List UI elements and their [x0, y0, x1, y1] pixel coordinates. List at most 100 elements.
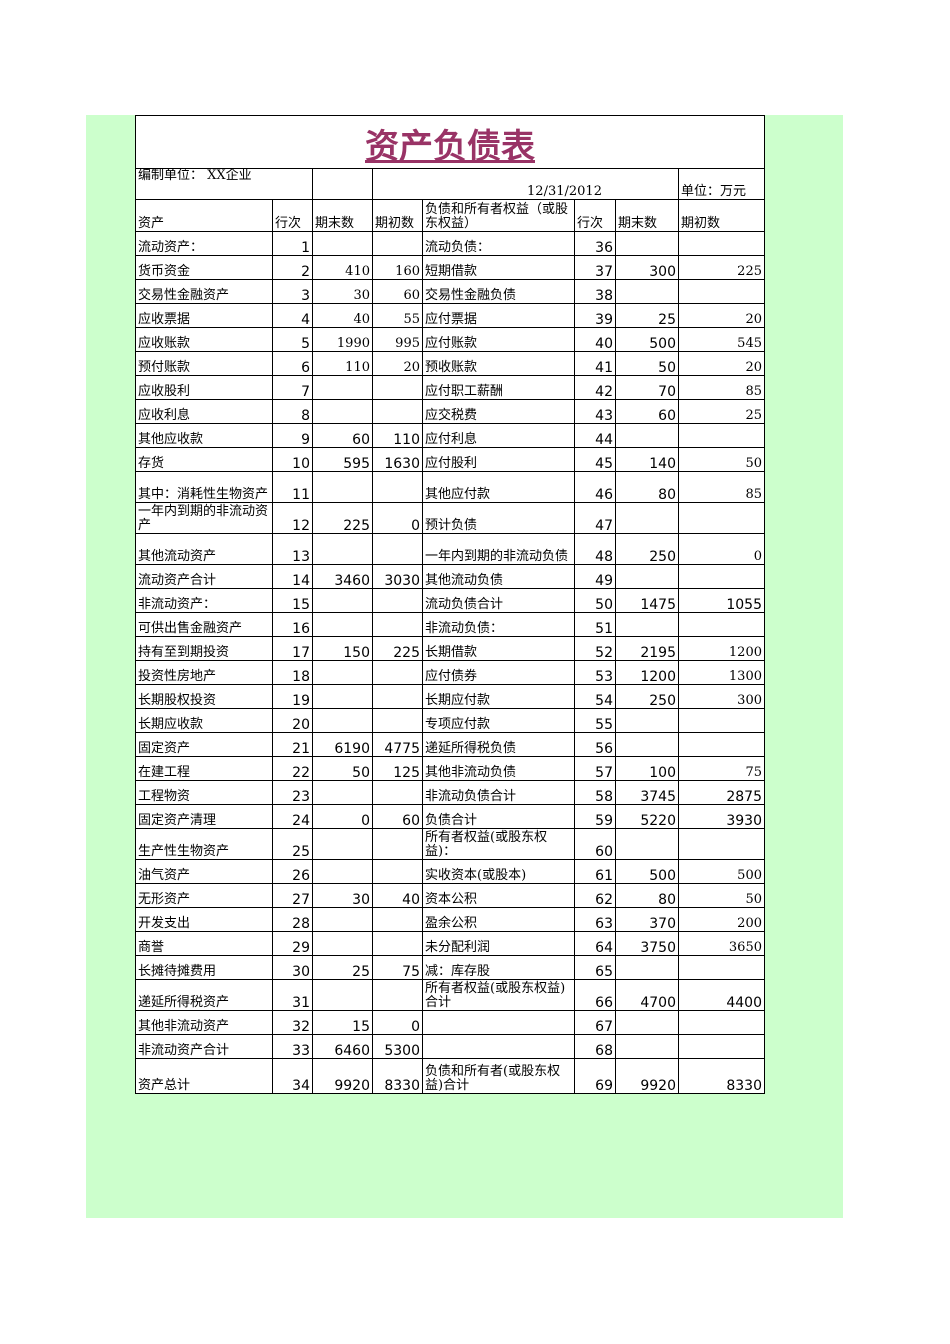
- asset-end-balance: 30: [312, 279, 373, 304]
- asset-begin-balance: [372, 828, 423, 860]
- asset-header: 资产: [135, 199, 273, 232]
- asset-name: 流动资产合计: [135, 564, 273, 589]
- asset-end-balance: 50: [312, 756, 373, 781]
- asset-row-no: 10: [272, 447, 313, 472]
- asset-begin-balance: 0: [372, 502, 423, 534]
- liability-end-balance: [615, 732, 679, 757]
- asset-end-balance: [312, 859, 373, 884]
- liability-row-no: 59: [574, 804, 616, 829]
- table-row: 可供出售金融资产 16 非流动负债： 51: [135, 612, 765, 637]
- asset-begin-balance: 0: [372, 1010, 423, 1035]
- asset-row-no: 30: [272, 955, 313, 980]
- asset-begin-balance: [372, 588, 423, 613]
- asset-begin-balance: 55: [372, 303, 423, 328]
- liability-begin-balance: 8330: [678, 1058, 765, 1094]
- liability-row-no: 39: [574, 303, 616, 328]
- asset-end-balance: 410: [312, 255, 373, 280]
- liability-row-no: 66: [574, 979, 616, 1011]
- asset-end-balance: [312, 931, 373, 956]
- liability-row-no: 41: [574, 351, 616, 376]
- liability-row-no: 46: [574, 471, 616, 503]
- asset-name: 交易性金融资产: [135, 279, 273, 304]
- liability-row-no: 61: [574, 859, 616, 884]
- liability-end-balance: [615, 423, 679, 448]
- table-row: 资产总计 34 9920 8330 负债和所有者(或股东权益)合计 69 9920 8330: [135, 1058, 765, 1094]
- asset-name: 持有至到期投资: [135, 636, 273, 661]
- liability-end-balance: [615, 955, 679, 980]
- liability-row-no: 43: [574, 399, 616, 424]
- liability-row-no: 52: [574, 636, 616, 661]
- liability-name: 预收账款: [422, 351, 575, 376]
- asset-end-balance: 1990: [312, 327, 373, 352]
- asset-end-balance: [312, 375, 373, 400]
- asset-begin-balance: 995: [372, 327, 423, 352]
- table-row: 非流动资产合计 33 6460 5300 68: [135, 1034, 765, 1059]
- liability-row-no: 58: [574, 780, 616, 805]
- asset-begin-balance: [372, 660, 423, 685]
- table-row: 工程物资 23 非流动负债合计 58 3745 2875: [135, 780, 765, 805]
- asset-begin-balance: 60: [372, 279, 423, 304]
- sheet-title: 资产负债表: [135, 115, 765, 169]
- liability-name: 其他应付款: [422, 471, 575, 503]
- table-row: 投资性房地产 18 应付债券 53 1200 1300: [135, 660, 765, 685]
- table-row: 开发支出 28 盈余公积 63 370 200: [135, 907, 765, 932]
- asset-end-balance: [312, 979, 373, 1011]
- table-row: 在建工程 22 50 125 其他非流动负债 57 100 75: [135, 756, 765, 781]
- liability-row-no: 42: [574, 375, 616, 400]
- asset-row-no: 21: [272, 732, 313, 757]
- asset-name: 无形资产: [135, 883, 273, 908]
- liability-name: 非流动负债合计: [422, 780, 575, 805]
- liability-end-balance: 100: [615, 756, 679, 781]
- liability-row-no: 56: [574, 732, 616, 757]
- asset-name: 应收票据: [135, 303, 273, 328]
- liability-row-no: 55: [574, 708, 616, 733]
- asset-name: 流动资产：: [135, 231, 273, 256]
- liability-name: 其他非流动负债: [422, 756, 575, 781]
- liability-end-balance: 3745: [615, 780, 679, 805]
- asset-row-no: 11: [272, 471, 313, 503]
- liability-begin-balance: 3930: [678, 804, 765, 829]
- asset-end-balance: [312, 684, 373, 709]
- liability-end-balance: 4700: [615, 979, 679, 1011]
- asset-row-no: 15: [272, 588, 313, 613]
- liability-name: 非流动负债：: [422, 612, 575, 637]
- asset-begin-balance: 3030: [372, 564, 423, 589]
- liability-end-balance: 500: [615, 327, 679, 352]
- asset-end-balance: 0: [312, 804, 373, 829]
- liability-name: 实收资本(或股本): [422, 859, 575, 884]
- asset-begin-balance: [372, 533, 423, 565]
- asset-end-balance: [312, 399, 373, 424]
- asset-name: 货币资金: [135, 255, 273, 280]
- liability-end-balance: [615, 231, 679, 256]
- liability-name: 其他流动负债: [422, 564, 575, 589]
- liability-name: 交易性金融负债: [422, 279, 575, 304]
- asset-begin-balance: 4775: [372, 732, 423, 757]
- liability-name: 应付债券: [422, 660, 575, 685]
- liability-name: 流动负债合计: [422, 588, 575, 613]
- table-row: 固定资产 21 6190 4775 递延所得税负债 56: [135, 732, 765, 757]
- liability-begin-balance: [678, 708, 765, 733]
- asset-end-balance: 150: [312, 636, 373, 661]
- asset-end-balance: [312, 231, 373, 256]
- liability-end-balance: 500: [615, 859, 679, 884]
- asset-row-no: 13: [272, 533, 313, 565]
- asset-begin-balance: 40: [372, 883, 423, 908]
- asset-name: 长摊待摊费用: [135, 955, 273, 980]
- liability-name: 负债合计: [422, 804, 575, 829]
- asset-row-no: 26: [272, 859, 313, 884]
- liability-begin-balance: 20: [678, 351, 765, 376]
- asset-name: 非流动资产合计: [135, 1034, 273, 1059]
- asset-end-balance: [312, 780, 373, 805]
- liability-end-balance: 2195: [615, 636, 679, 661]
- liability-row-no: 40: [574, 327, 616, 352]
- asset-end-balance: 3460: [312, 564, 373, 589]
- asset-end-balance: 40: [312, 303, 373, 328]
- asset-row-no: 16: [272, 612, 313, 637]
- asset-end-balance: 25: [312, 955, 373, 980]
- liability-begin-balance: [678, 1034, 765, 1059]
- asset-end-balance: 9920: [312, 1058, 373, 1094]
- asset-row-no: 23: [272, 780, 313, 805]
- liability-end-balance: 70: [615, 375, 679, 400]
- end-balance-header: 期末数: [615, 199, 679, 232]
- table-row: 长摊待摊费用 30 25 75 减：库存股 65: [135, 955, 765, 980]
